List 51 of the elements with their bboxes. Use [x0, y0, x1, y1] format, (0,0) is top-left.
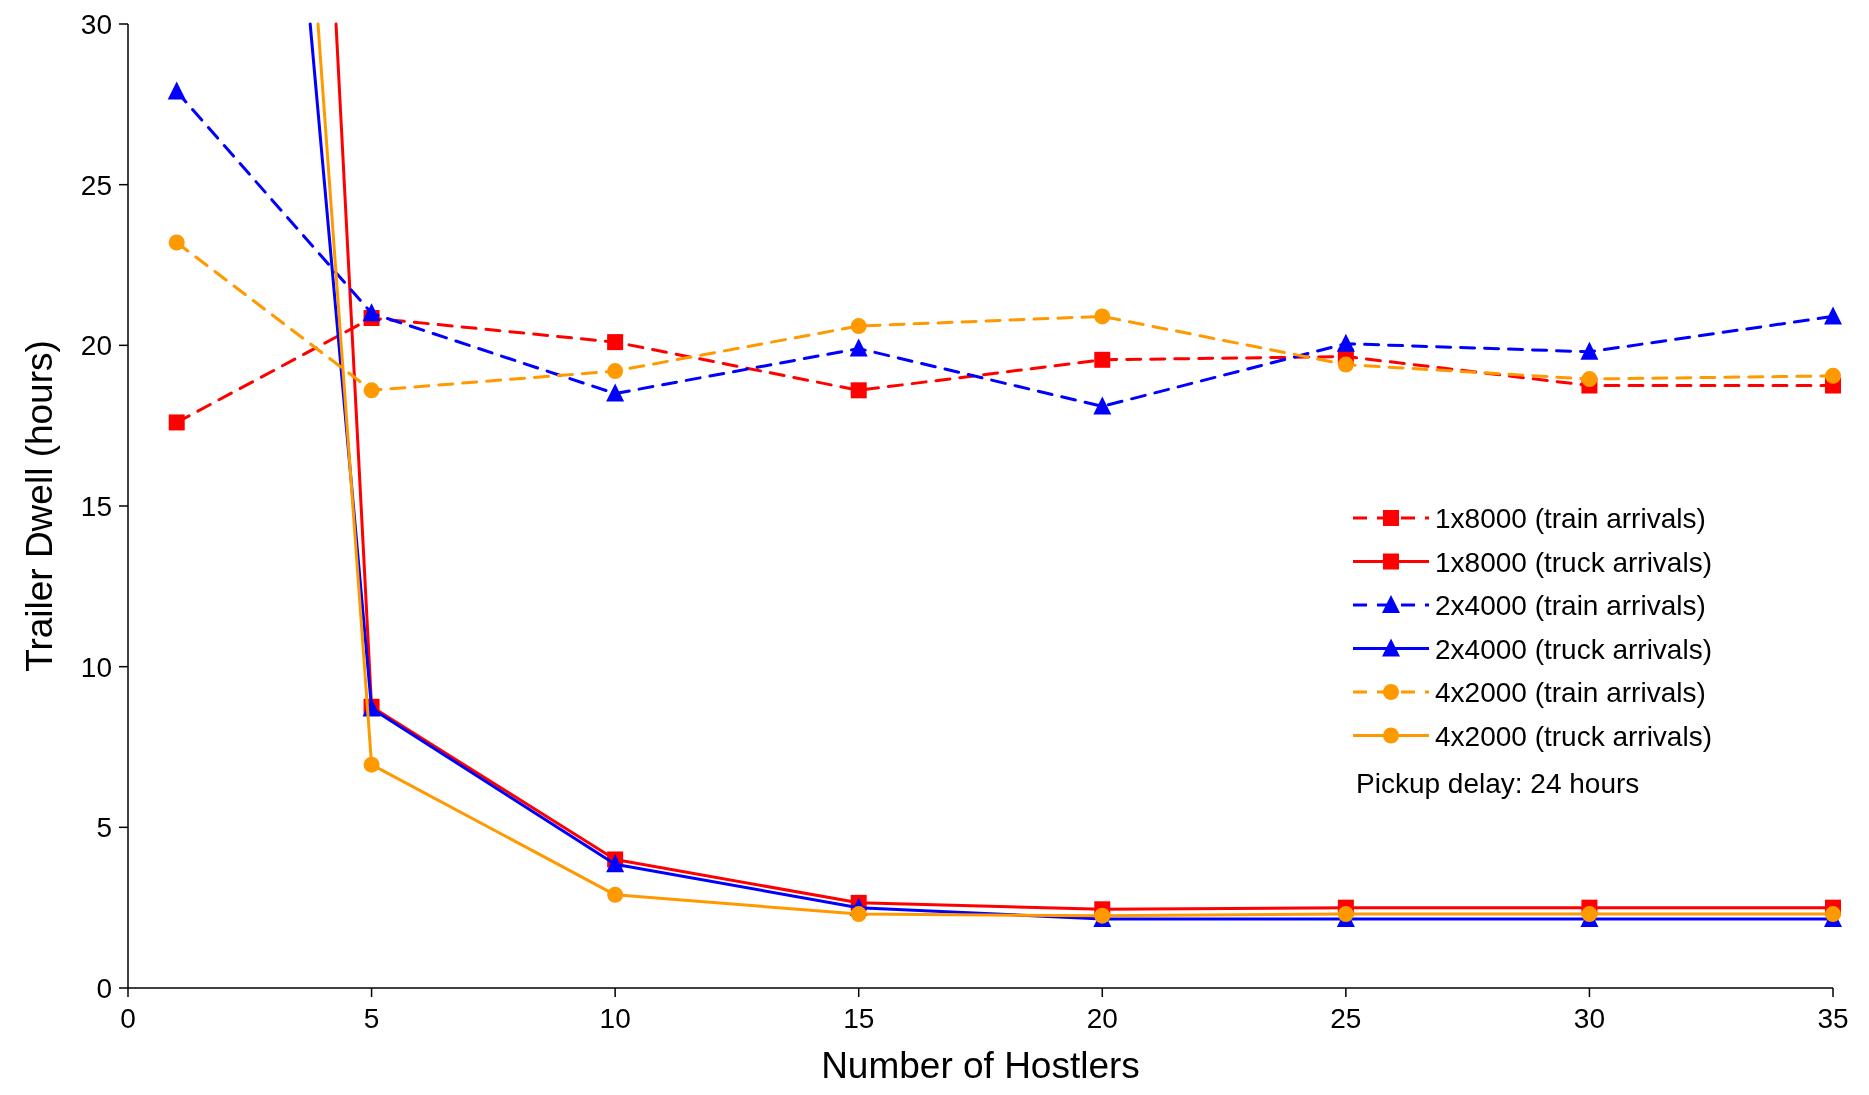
- y-tick-label: 0: [96, 973, 112, 1004]
- point: [1094, 308, 1111, 325]
- point: [850, 382, 867, 399]
- y-axis-title: Trailer Dwell (hours): [19, 340, 60, 672]
- point: [363, 756, 380, 773]
- point: [850, 318, 867, 335]
- y-tick-label: 25: [80, 169, 112, 201]
- legend-label: 2x4000 (truck arrivals): [1435, 633, 1712, 665]
- point: [1581, 906, 1598, 923]
- legend-label: 4x2000 (train arrivals): [1435, 677, 1706, 708]
- x-tick-label: 35: [1817, 1003, 1849, 1034]
- point: [168, 234, 185, 251]
- point: [1337, 356, 1354, 373]
- point: [606, 854, 625, 873]
- y-tick-label: 10: [80, 651, 112, 683]
- point: [1093, 396, 1112, 415]
- point: [607, 363, 624, 380]
- point: [1825, 367, 1841, 384]
- point: [1824, 306, 1842, 325]
- point: [607, 886, 624, 903]
- y-tick-label: 5: [96, 812, 112, 844]
- x-tick-label: 10: [599, 1003, 631, 1034]
- legend-label: 2x4000 (train arrivals): [1435, 590, 1706, 621]
- x-tick-label: 20: [1086, 1003, 1118, 1034]
- legend-label: 4x2000 (truck arrivals): [1435, 720, 1712, 752]
- point: [363, 382, 380, 399]
- x-axis-title: Number of Hostlers: [821, 1045, 1140, 1086]
- point: [1580, 341, 1599, 360]
- legend-label: 1x8000 (train arrivals): [1435, 503, 1706, 534]
- point: [849, 338, 868, 357]
- x-tick-label: 25: [1330, 1003, 1362, 1034]
- y-tick-label: 30: [80, 9, 112, 40]
- y-tick-label: 20: [80, 330, 112, 362]
- point: [1337, 906, 1354, 923]
- point: [850, 906, 867, 923]
- x-tick-label: 0: [120, 1003, 136, 1034]
- point: [362, 303, 381, 322]
- point: [607, 334, 624, 351]
- legend-label: 1x8000 (truck arrivals): [1435, 546, 1712, 578]
- x-tick-label: 15: [843, 1003, 875, 1034]
- y-tick-label: 15: [80, 491, 112, 522]
- point: [606, 383, 625, 402]
- x-tick-label: 30: [1573, 1003, 1606, 1034]
- x-tick-label: 5: [363, 1003, 380, 1034]
- point: [1581, 371, 1598, 388]
- point: [1336, 333, 1355, 352]
- point: [168, 414, 185, 431]
- point: [1825, 906, 1841, 923]
- point: [167, 81, 186, 100]
- point: [1094, 351, 1111, 368]
- annotation: Pickup delay: 24 hours: [1356, 768, 1640, 799]
